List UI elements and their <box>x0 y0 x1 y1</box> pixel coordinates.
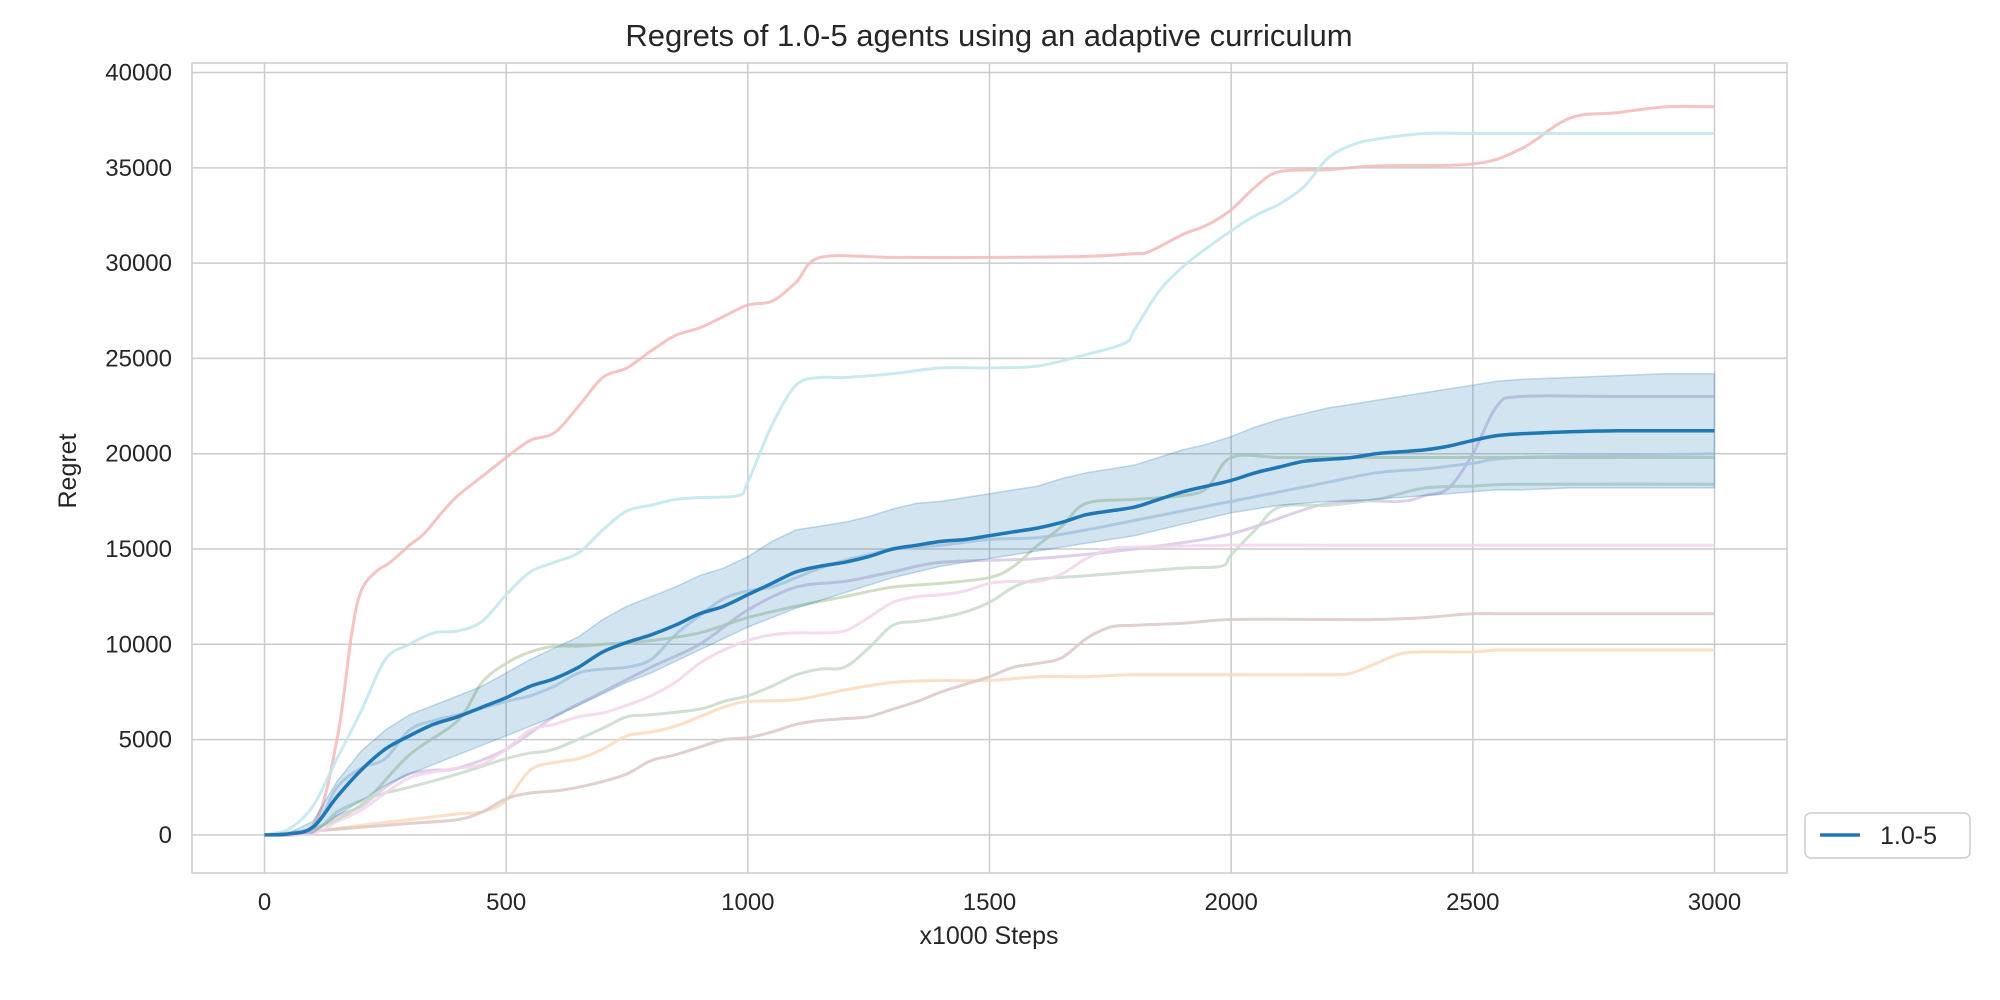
legend: 1.0-5 <box>1804 812 1971 859</box>
run-line-4 <box>264 482 1715 837</box>
run-line-5 <box>264 648 1715 837</box>
run-line-7 <box>264 543 1715 837</box>
y-axis-ticks: 0 5000 10000 15000 20000 25000 30000 35000 40000 <box>105 60 172 849</box>
run-line-3 <box>264 394 1715 837</box>
y-tick-label: 5000 <box>119 727 172 754</box>
x-tick-label: 2500 <box>1446 889 1499 916</box>
individual-runs <box>264 104 1715 837</box>
y-tick-label: 35000 <box>105 155 172 182</box>
x-axis-ticks: 0 500 1000 1500 2000 2500 3000 <box>258 889 1741 916</box>
y-tick-label: 15000 <box>105 536 172 563</box>
run-line-6 <box>264 612 1715 837</box>
x-tick-label: 500 <box>486 889 526 916</box>
mean-line <box>264 429 1715 837</box>
y-tick-label: 10000 <box>105 631 172 658</box>
run-line-8 <box>264 452 1715 837</box>
x-tick-label: 2000 <box>1204 889 1257 916</box>
run-line-2 <box>264 131 1715 837</box>
y-tick-label: 30000 <box>105 250 172 277</box>
grid-lines <box>192 63 1787 873</box>
run-line-1 <box>264 104 1715 837</box>
legend-entry-label: 1.0-5 <box>1880 822 1937 850</box>
y-tick-label: 20000 <box>105 441 172 468</box>
plot-frame <box>191 62 1788 874</box>
x-tick-label: 3000 <box>1688 889 1741 916</box>
x-tick-label: 0 <box>258 889 271 916</box>
x-tick-label: 1000 <box>721 889 774 916</box>
plot-area <box>191 62 1788 874</box>
y-axis-label: Regret <box>54 433 82 508</box>
x-axis-label: x1000 Steps <box>920 922 1059 950</box>
y-tick-label: 25000 <box>105 345 172 372</box>
x-tick-label: 1500 <box>963 889 1016 916</box>
y-tick-label: 40000 <box>105 60 172 87</box>
y-tick-label: 0 <box>159 822 172 849</box>
chart-title: Regrets of 1.0-5 agents using an adaptiv… <box>625 18 1352 53</box>
run-line-9 <box>264 453 1715 837</box>
legend-box <box>1804 812 1971 859</box>
